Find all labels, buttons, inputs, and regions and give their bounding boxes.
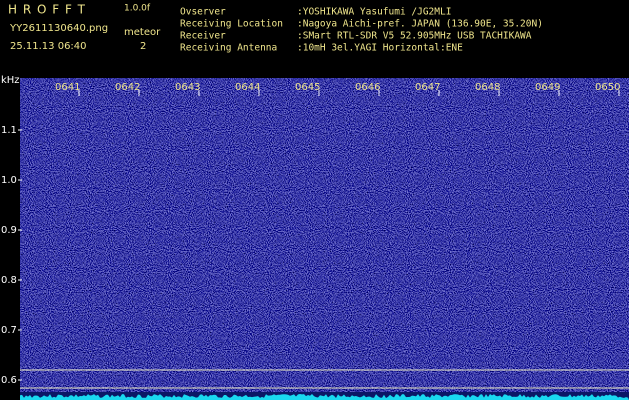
station-info: Ovserver :YOSHIKAWA Yasufumi /JG2MLI Recei… [180, 7, 543, 54]
time-label: 0643 [175, 82, 200, 93]
time-label: 0650 [595, 82, 620, 93]
spectrogram [20, 78, 629, 400]
freq-unit: kHz [1, 75, 20, 86]
version: 1.0.0f [124, 4, 151, 14]
info-value: :Nagoya Aichi-pref. JAPAN (136.90E, 35.2… [297, 19, 543, 30]
info-label: Receiving Location [180, 19, 283, 30]
signal-level [20, 394, 629, 400]
info-value: :10mH 3el.YAGI Horizontal:ENE [297, 43, 463, 54]
axes: 0641 0642 0643 0644 0645 0646 0647 0648 0649 0650… [1, 82, 620, 386]
info-label: Ovserver [180, 7, 226, 18]
info-label: Receiver [180, 31, 226, 42]
freq-label: 1.0 [1, 175, 17, 186]
app-name: H R O F F T [8, 3, 86, 17]
time-label: 0648 [475, 82, 500, 93]
time-label: 0649 [535, 82, 560, 93]
freq-label: 0.9 [1, 225, 17, 236]
freq-label: 0.7 [1, 325, 17, 336]
freq-label: 0.6 [1, 375, 17, 386]
freq-label: 0.8 [1, 275, 17, 286]
time-label: 0644 [235, 82, 260, 93]
time-label: 0641 [55, 82, 80, 93]
time-label: 0646 [355, 82, 380, 93]
meteor-label: meteor [124, 27, 161, 38]
time-label: 0647 [415, 82, 440, 93]
meteor-count: 2 [140, 41, 146, 52]
info-value: :YOSHIKAWA Yasufumi /JG2MLI [297, 7, 451, 18]
timestamp: 25.11.13 06:40 [10, 41, 87, 52]
time-label: 0645 [295, 82, 320, 93]
info-value: :SMart RTL-SDR V5 52.905MHz USB TACHIKAW… [297, 31, 532, 42]
file-name: YY2611130640.png [9, 23, 108, 34]
spectrogram-noise [20, 78, 629, 392]
time-label: 0642 [115, 82, 140, 93]
info-label: Receiving Antenna [180, 43, 277, 54]
freq-label: 1.1 [1, 125, 17, 136]
